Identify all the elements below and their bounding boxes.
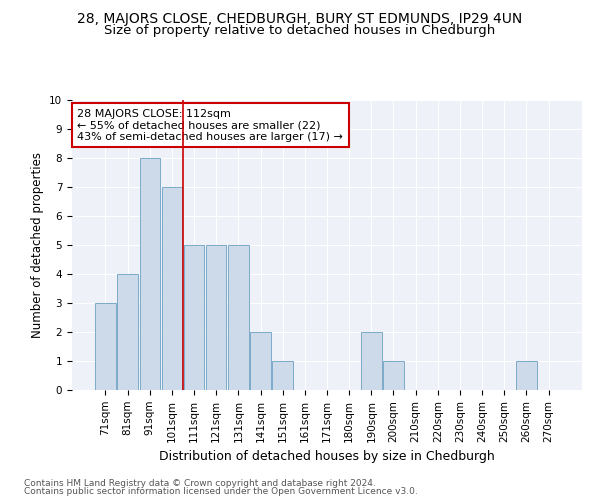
- X-axis label: Distribution of detached houses by size in Chedburgh: Distribution of detached houses by size …: [159, 450, 495, 463]
- Y-axis label: Number of detached properties: Number of detached properties: [31, 152, 44, 338]
- Text: Size of property relative to detached houses in Chedburgh: Size of property relative to detached ho…: [104, 24, 496, 37]
- Bar: [206, 245, 226, 390]
- Text: 28 MAJORS CLOSE: 112sqm
← 55% of detached houses are smaller (22)
43% of semi-de: 28 MAJORS CLOSE: 112sqm ← 55% of detache…: [77, 108, 343, 142]
- Bar: [228, 245, 248, 390]
- Bar: [383, 361, 404, 390]
- Bar: [184, 245, 204, 390]
- Bar: [516, 361, 536, 390]
- Text: 28, MAJORS CLOSE, CHEDBURGH, BURY ST EDMUNDS, IP29 4UN: 28, MAJORS CLOSE, CHEDBURGH, BURY ST EDM…: [77, 12, 523, 26]
- Bar: [272, 361, 293, 390]
- Bar: [95, 303, 116, 390]
- Bar: [250, 332, 271, 390]
- Bar: [140, 158, 160, 390]
- Bar: [361, 332, 382, 390]
- Bar: [161, 187, 182, 390]
- Text: Contains HM Land Registry data © Crown copyright and database right 2024.: Contains HM Land Registry data © Crown c…: [24, 478, 376, 488]
- Text: Contains public sector information licensed under the Open Government Licence v3: Contains public sector information licen…: [24, 487, 418, 496]
- Bar: [118, 274, 138, 390]
